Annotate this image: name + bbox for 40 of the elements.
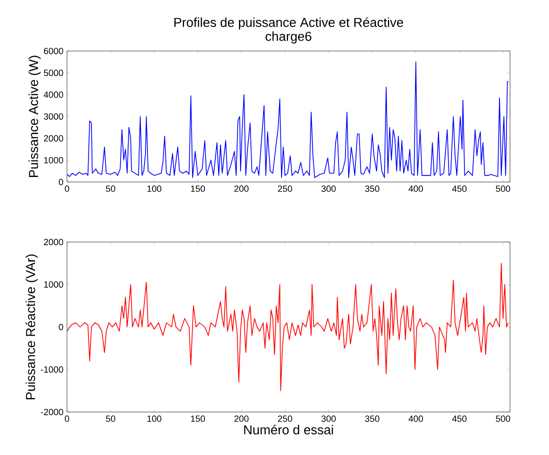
x-tick-label: 100 xyxy=(147,186,162,192)
x-tick-label: 350 xyxy=(365,416,380,422)
x-tick-label: 500 xyxy=(496,416,510,422)
x-tick-label: 50 xyxy=(106,186,116,192)
line-series xyxy=(67,262,509,392)
y-tick-label: 1000 xyxy=(44,281,64,288)
y-axis-title: Puissance Active (W) xyxy=(28,56,41,177)
x-tick-label: 250 xyxy=(278,186,292,192)
y-tick-label: 2000 xyxy=(44,135,64,142)
y-tick-label: 2000 xyxy=(44,238,64,246)
x-tick-label: 200 xyxy=(234,416,249,422)
chart-title: Profiles de puissance Active et Réactive xyxy=(174,17,404,30)
y-tick-label: 1000 xyxy=(44,156,64,164)
x-tick-label: 500 xyxy=(496,186,510,192)
y-tick-label: -2000 xyxy=(40,408,64,416)
y-tick-label: -1000 xyxy=(40,366,64,373)
y-tick-label: 0 xyxy=(58,324,64,330)
x-tick-label: 250 xyxy=(278,416,292,422)
chart-subtitle: charge6 xyxy=(266,31,312,44)
x-tick-label: 450 xyxy=(452,186,467,192)
x-tick-label: 100 xyxy=(147,416,162,422)
x-axis-title: Numéro d essai xyxy=(244,424,333,434)
x-tick-label: 300 xyxy=(321,416,336,422)
y-tick-label: 3000 xyxy=(44,113,64,120)
x-tick-label: 350 xyxy=(365,186,380,192)
x-tick-label: 400 xyxy=(408,186,423,192)
y-axis-title: Puissance Réactive (VAr) xyxy=(25,254,38,400)
x-tick-label: 0 xyxy=(64,416,70,422)
y-tick-label: 4000 xyxy=(44,91,64,98)
x-tick-label: 150 xyxy=(191,186,205,192)
x-tick-label: 450 xyxy=(452,416,467,422)
x-tick-label: 300 xyxy=(321,186,336,192)
x-tick-label: 50 xyxy=(106,416,116,422)
y-tick-label: 0 xyxy=(58,178,64,186)
y-tick-label: 6000 xyxy=(44,48,64,54)
x-tick-label: 150 xyxy=(191,416,205,422)
x-tick-label: 0 xyxy=(64,186,70,192)
x-tick-label: 200 xyxy=(234,186,249,192)
y-tick-label: 5000 xyxy=(44,70,64,76)
x-tick-label: 400 xyxy=(408,416,423,422)
